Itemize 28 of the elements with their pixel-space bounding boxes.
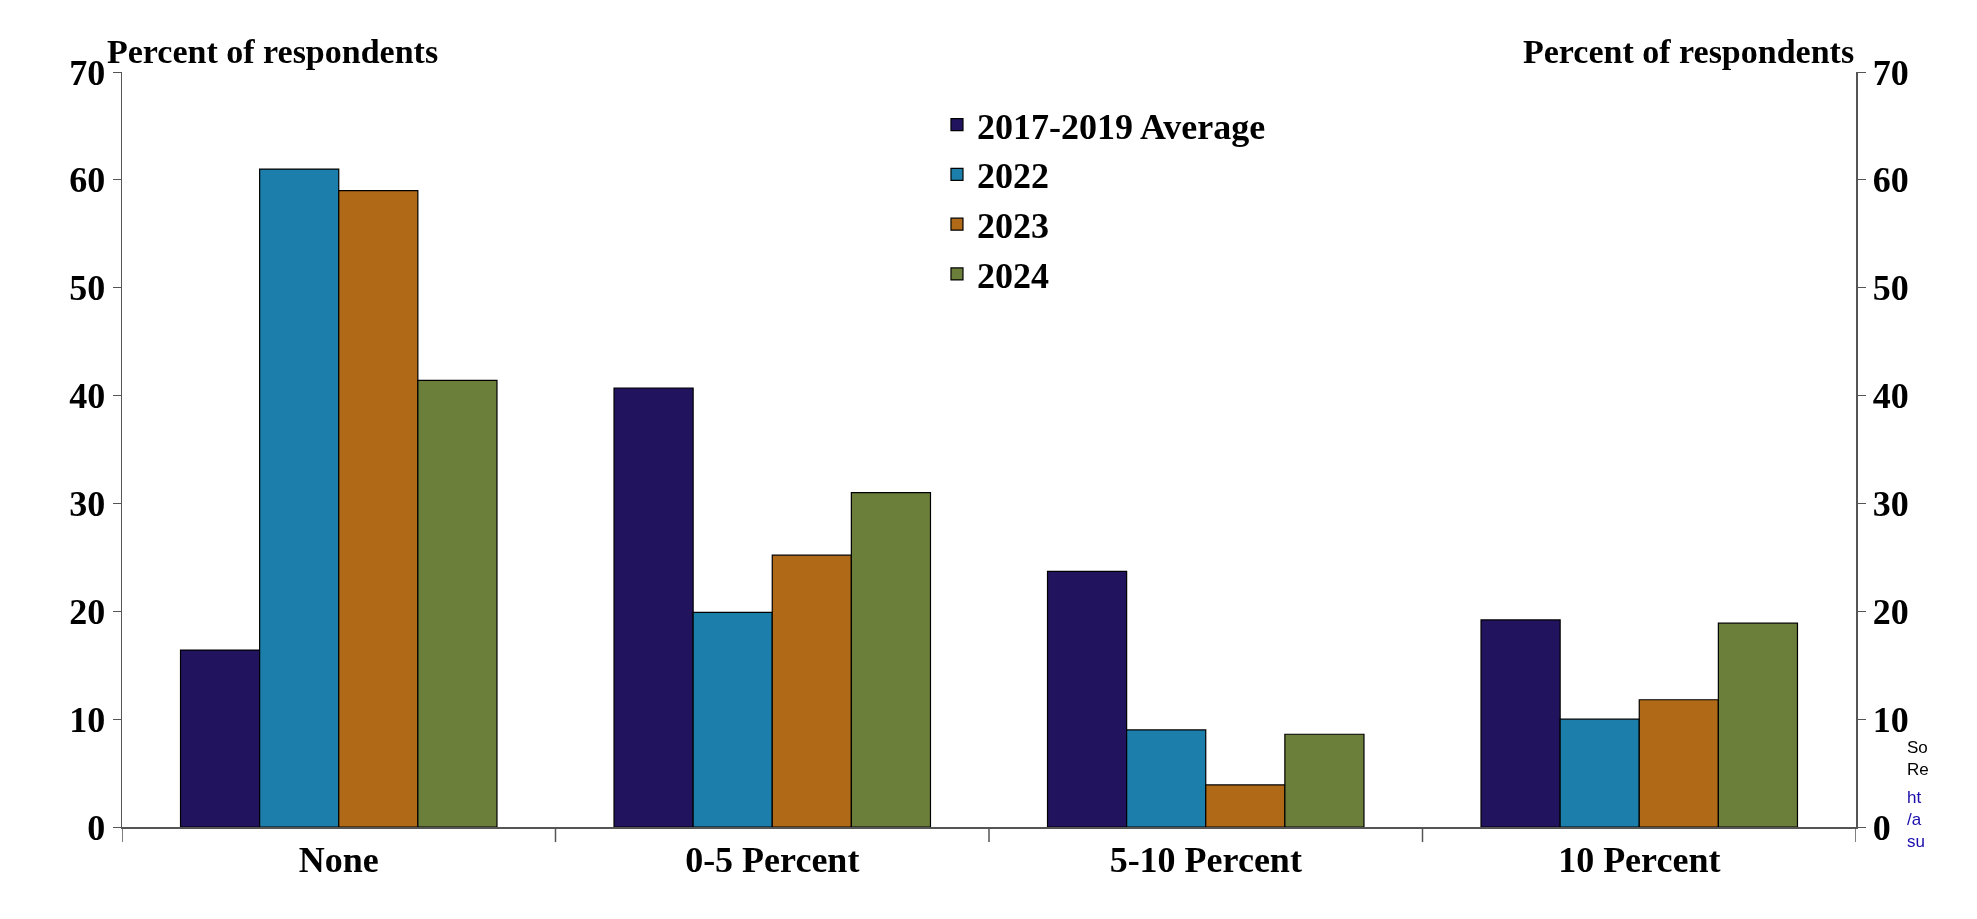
- x-tick-label: 5-10 Percent: [1109, 839, 1302, 880]
- y2-tick-label: 50: [1872, 268, 1909, 309]
- y-tick-label: 70: [69, 52, 106, 93]
- legend-label: 2023: [976, 206, 1049, 247]
- text: ht /a su: [1907, 788, 1925, 852]
- x-tick-label: None: [298, 839, 379, 880]
- y-tick-label: 60: [69, 160, 106, 201]
- y2-tick-label: 0: [1872, 807, 1891, 848]
- x-tick-label: 0-5 Percent: [685, 839, 860, 880]
- y-axis-title: Percent of respondents: [107, 33, 439, 70]
- y-tick-label: 30: [69, 484, 106, 525]
- y2-tick-label: 70: [1872, 52, 1909, 93]
- y2-axis-title: Percent of respondents: [1523, 33, 1855, 70]
- x-tick-label: 10 Percent: [1558, 839, 1721, 880]
- y2-tick-label: 40: [1872, 376, 1909, 417]
- legend-label: 2022: [976, 156, 1049, 197]
- y-tick-label: 50: [69, 268, 106, 309]
- y2-tick-label: 60: [1872, 160, 1909, 201]
- y-tick-label: 40: [69, 376, 106, 417]
- y2-tick-label: 20: [1872, 591, 1909, 632]
- y2-tick-label: 30: [1872, 484, 1909, 525]
- text: So Re: [1907, 738, 1929, 780]
- y-tick-label: 10: [69, 699, 106, 740]
- y2-tick-label: 10: [1872, 699, 1909, 740]
- legend-label: 2024: [976, 255, 1049, 296]
- y-tick-label: 0: [87, 807, 106, 848]
- legend-label: 2017-2019 Average: [976, 106, 1266, 147]
- y-tick-label: 20: [69, 591, 106, 632]
